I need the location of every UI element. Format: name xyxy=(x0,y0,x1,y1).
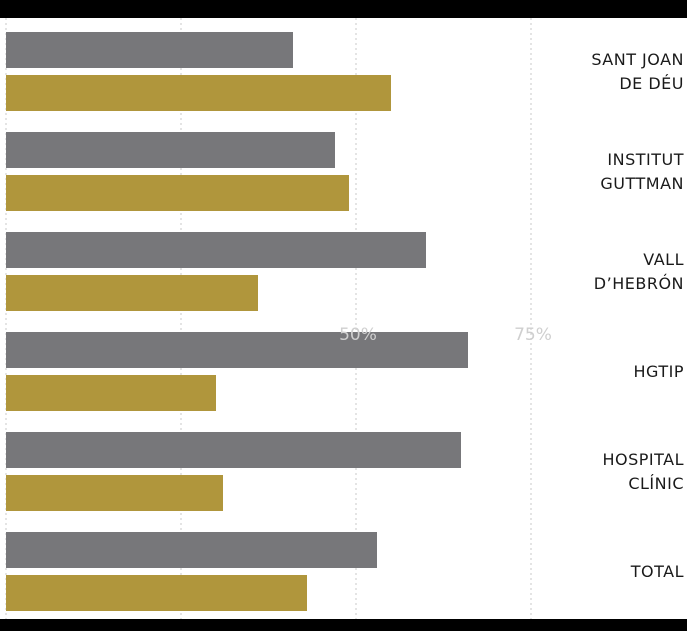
bar-gold-5 xyxy=(6,575,307,611)
bar-gold-3 xyxy=(6,375,216,411)
category-label: VALL D’HEBRÓN xyxy=(593,249,684,293)
category-label: INSTITUT GUTTMAN xyxy=(600,149,684,193)
top-border xyxy=(0,0,687,18)
bar-gray-1 xyxy=(6,132,335,168)
tick-label: 50% xyxy=(339,325,377,345)
bar-gray-4 xyxy=(6,432,461,468)
bar-gray-5 xyxy=(6,532,377,568)
category-label: HGTIP xyxy=(633,361,684,381)
bar-gold-4 xyxy=(6,475,223,511)
bar-gray-0 xyxy=(6,32,293,68)
category-label: TOTAL xyxy=(630,561,684,581)
bottom-border xyxy=(0,619,687,631)
category-label: HOSPITAL CLÍNIC xyxy=(602,449,684,493)
tick-label: 75% xyxy=(514,325,552,345)
bar-gold-0 xyxy=(6,75,391,111)
category-label: SANT JOAN DE DÉU xyxy=(591,49,684,93)
bar-gold-1 xyxy=(6,175,349,211)
bar-gold-2 xyxy=(6,275,258,311)
bar-gray-2 xyxy=(6,232,426,268)
bar-gray-3 xyxy=(6,332,468,368)
